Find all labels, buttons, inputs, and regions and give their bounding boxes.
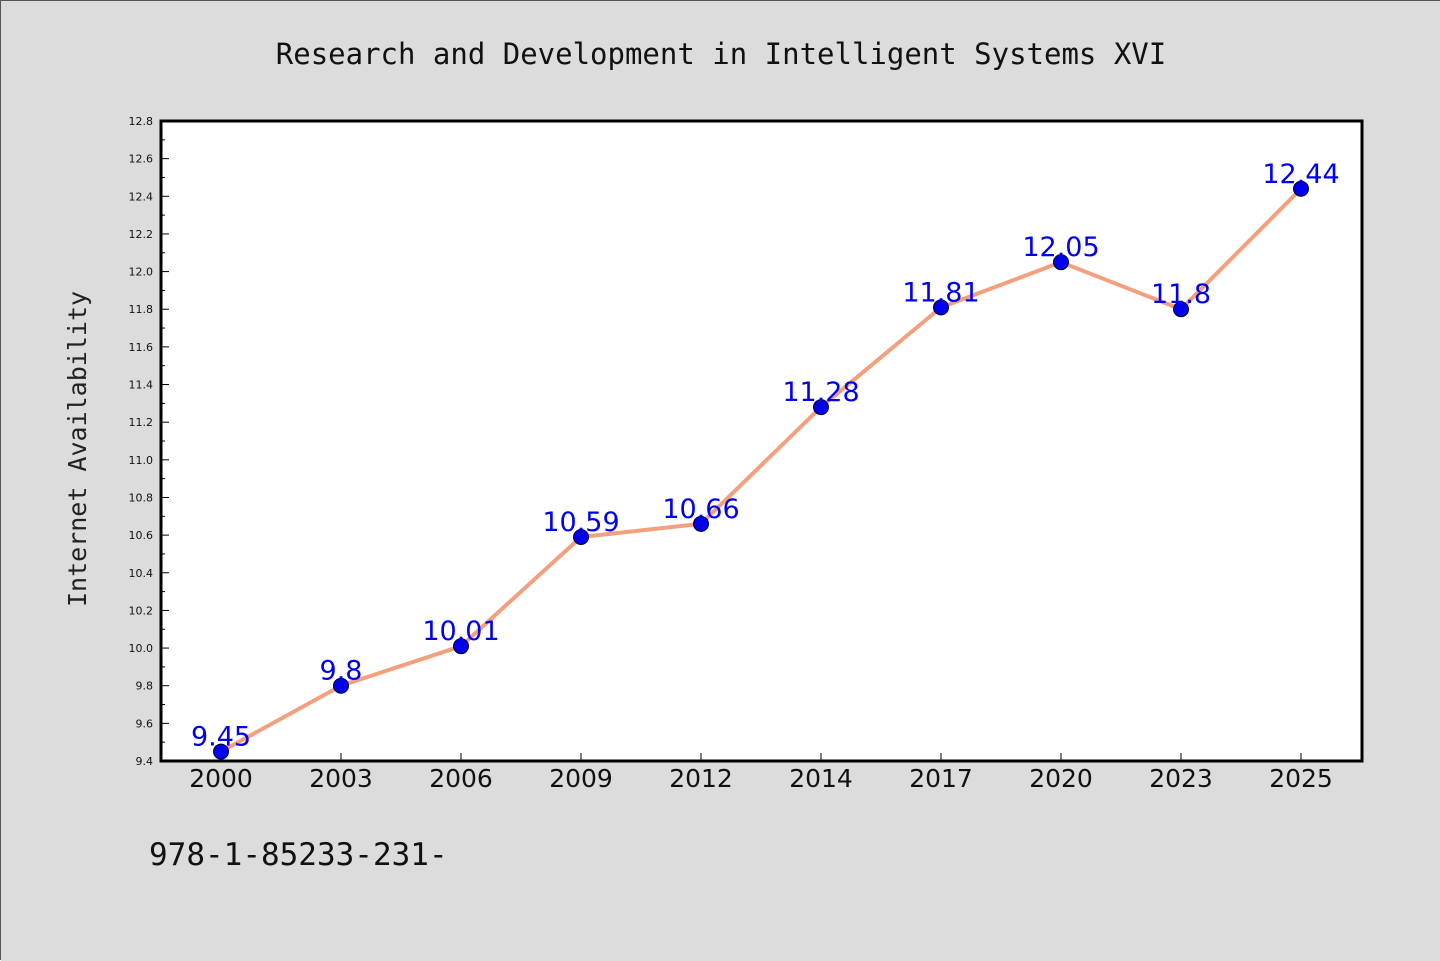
x-tick-label: 2025 [1269,764,1333,793]
x-tick-label: 2012 [669,764,733,793]
y-tick-label: 10.4 [129,567,154,580]
data-point [933,299,949,316]
data-point [453,638,469,655]
plot-area [159,119,1364,763]
y-tick-label: 10.6 [129,529,154,542]
data-label: 9.8 [320,656,363,687]
data-point [213,743,229,760]
series-line-group [220,187,1303,754]
y-tick-label: 12.2 [129,228,154,241]
data-point [813,399,829,416]
x-tick-label: 2003 [309,764,373,793]
data-points [213,180,1309,760]
data-label: 11.28 [782,377,859,408]
data-label: 11.81 [902,277,979,308]
y-tick-label: 10.0 [129,642,154,655]
y-tick-label: 9.6 [136,717,154,730]
series-line [220,187,1303,754]
chart-title: Research and Development in Intelligent … [276,37,1166,71]
y-tick-label: 12.0 [129,266,154,279]
y-tick-label: 12.4 [129,190,154,203]
x-tick-label: 2014 [789,764,853,793]
data-point [693,515,709,532]
y-tick-label: 12.8 [129,115,154,128]
x-tick-label: 2006 [429,764,493,793]
y-tick-label: 11.4 [129,379,154,392]
y-tick-label: 10.2 [129,604,154,617]
data-point [573,529,589,545]
x-axis: 2000 2003 2006 2009 2012 2014 2017 2020 2023 2025 [189,753,1333,793]
y-tick-label: 9.4 [136,755,154,768]
data-label: 9.45 [191,722,251,753]
y-tick-label: 11.6 [129,341,154,354]
data-point [1293,180,1309,197]
data-label: 12.44 [1262,159,1339,190]
footer-isbn-text: 978-1-85233-231- [149,837,448,873]
x-tick-label: 2020 [1029,764,1093,793]
data-label: 10.66 [662,494,739,525]
data-label: 12.05 [1022,232,1099,263]
x-tick-label: 2009 [549,764,613,793]
y-axis-label: Internet Availability [63,291,92,607]
data-point [1053,254,1069,271]
x-tick-label: 2017 [909,764,973,793]
data-point [333,677,349,694]
data-label: 10.01 [422,616,499,647]
data-labels: 9.45 9.8 10.01 10.59 10.66 11.28 11.81 12.05 11.… [191,159,1340,753]
y-tick-label: 11.0 [129,454,154,467]
y-tick-label: 10.8 [129,491,154,504]
x-tick-label: 2000 [189,764,253,793]
x-tick-label: 2023 [1149,764,1213,793]
data-point [1173,301,1189,318]
y-tick-label: 9.8 [136,680,154,693]
y-tick-label: 11.8 [129,303,154,316]
data-label: 10.59 [542,507,619,538]
data-label: 11.8 [1151,279,1211,310]
y-tick-label: 12.6 [129,153,154,166]
y-axis: 9.4 9.6 9.8 10.0 10.2 10.4 10.6 10.8 11.0 11.2 11.… [129,115,169,768]
y-tick-label: 11.2 [129,416,154,429]
